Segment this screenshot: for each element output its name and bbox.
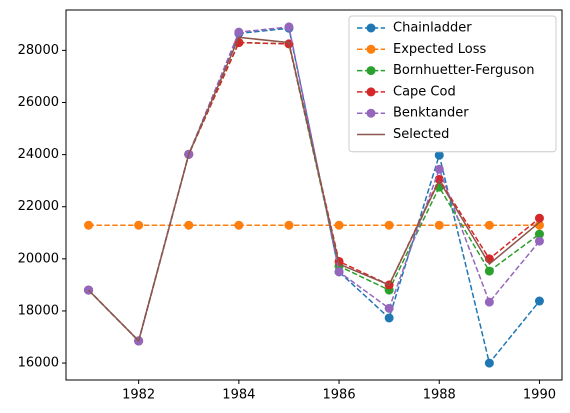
point: [534, 296, 544, 306]
point: [384, 313, 394, 323]
point: [184, 220, 194, 230]
point: [484, 297, 494, 307]
series-line: [88, 36, 540, 343]
point: [534, 236, 544, 246]
legend-label: Selected: [393, 127, 449, 142]
point: [484, 266, 494, 276]
legend-label: Bornhuetter-Ferguson: [393, 63, 534, 78]
point: [434, 220, 444, 230]
legend-label: Expected Loss: [393, 42, 487, 57]
legend-marker: [366, 44, 376, 54]
legend-marker: [366, 108, 376, 118]
y-tick-label: 26000: [18, 95, 59, 110]
point: [384, 303, 394, 313]
legend-label: Cape Cod: [393, 84, 456, 99]
legend-label: Chainladder: [393, 21, 472, 36]
x-tick-label: 1988: [423, 388, 456, 403]
legend-marker: [366, 66, 376, 76]
y-tick-label: 20000: [18, 251, 59, 266]
point: [334, 267, 344, 277]
y-tick-label: 24000: [18, 147, 59, 162]
point: [334, 220, 344, 230]
x-tick-label: 1986: [323, 388, 356, 403]
legend-box: [348, 15, 557, 153]
point: [534, 229, 544, 239]
point: [234, 38, 244, 48]
point: [484, 220, 494, 230]
x-tick-label: 1982: [122, 388, 155, 403]
point: [534, 213, 544, 223]
point: [284, 22, 294, 32]
point: [234, 220, 244, 230]
point: [434, 150, 444, 160]
point: [284, 220, 294, 230]
point: [84, 220, 94, 230]
x-tick-label: 1990: [523, 388, 556, 403]
legend-marker: [366, 23, 376, 33]
point: [384, 220, 394, 230]
y-tick-label: 22000: [18, 199, 59, 214]
point: [134, 220, 144, 230]
y-tick-label: 28000: [18, 43, 59, 58]
point: [234, 27, 244, 37]
legend-marker: [366, 87, 376, 97]
point: [534, 220, 544, 230]
point: [434, 164, 444, 174]
y-tick-label: 18000: [18, 303, 59, 318]
x-tick-label: 1984: [222, 388, 255, 403]
y-tick-label: 16000: [18, 356, 59, 371]
point: [484, 358, 494, 368]
legend-label: Benktander: [393, 106, 469, 121]
